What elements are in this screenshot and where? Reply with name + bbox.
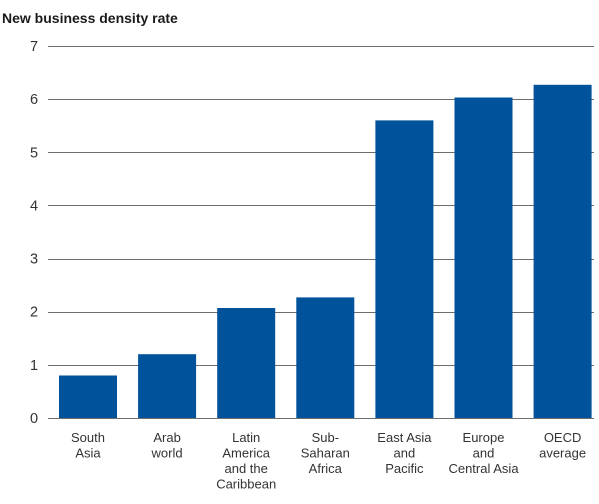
x-tick-label-line: East Asia [377,430,432,445]
x-tick-label-line: Saharan [301,446,350,461]
x-tick-label-line: Caribbean [216,477,276,492]
x-tick-label-line: Latin [232,430,260,445]
y-tick-label: 0 [30,411,38,427]
y-tick-label: 7 [30,39,38,55]
x-tick-label: Sub-Saharan Africa [301,430,350,476]
bar [138,354,197,418]
x-tick-label-line: Central Asia [448,461,519,476]
bar [217,308,276,418]
x-tick-label-line: Pacific [385,461,424,476]
bar [454,97,513,418]
x-tick-label: Latin America and the Caribbean [216,430,276,492]
x-tick-label-line: and the [225,461,268,476]
bar [533,84,592,419]
x-tick-label: OECD average [539,430,586,461]
x-tick-label-line: and [394,446,416,461]
x-tick-label-line: America [222,446,270,461]
y-tick-label: 6 [30,92,38,108]
x-tick-label-line: OECD [544,430,582,445]
bars [59,84,592,419]
x-tick-label-line: Europe [463,430,505,445]
gridlines [48,46,594,366]
x-tick-label-line: Arab [153,430,180,445]
y-tick-label: 4 [30,198,38,214]
x-tick-label: Europe and Central Asia [448,430,519,476]
y-tick-label: 1 [30,358,38,374]
x-axis-tick-labels: South Asia Arab world Latin America and the Car… [71,430,586,492]
bar [375,120,434,419]
x-tick-label-line: Sub- [312,430,339,445]
y-tick-label: 3 [30,252,38,268]
x-tick-label-line: Africa [309,461,343,476]
y-tick-label: 2 [30,305,38,321]
chart-title: New business density rate [2,10,178,26]
bar [59,375,117,418]
x-tick-label: Arab world [151,430,183,461]
x-tick-label: South Asia [71,430,105,461]
x-tick-label-line: and [473,446,495,461]
x-tick-label-line: world [151,446,183,461]
y-axis-tick-labels: 0 1 2 3 4 5 6 7 [30,39,38,427]
x-tick-label: East Asia and Pacific [377,430,432,476]
y-tick-label: 5 [30,145,38,161]
bar [296,297,355,418]
x-tick-label-line: South [71,430,105,445]
x-tick-label-line: Asia [75,446,101,461]
x-tick-label-line: average [539,446,586,461]
